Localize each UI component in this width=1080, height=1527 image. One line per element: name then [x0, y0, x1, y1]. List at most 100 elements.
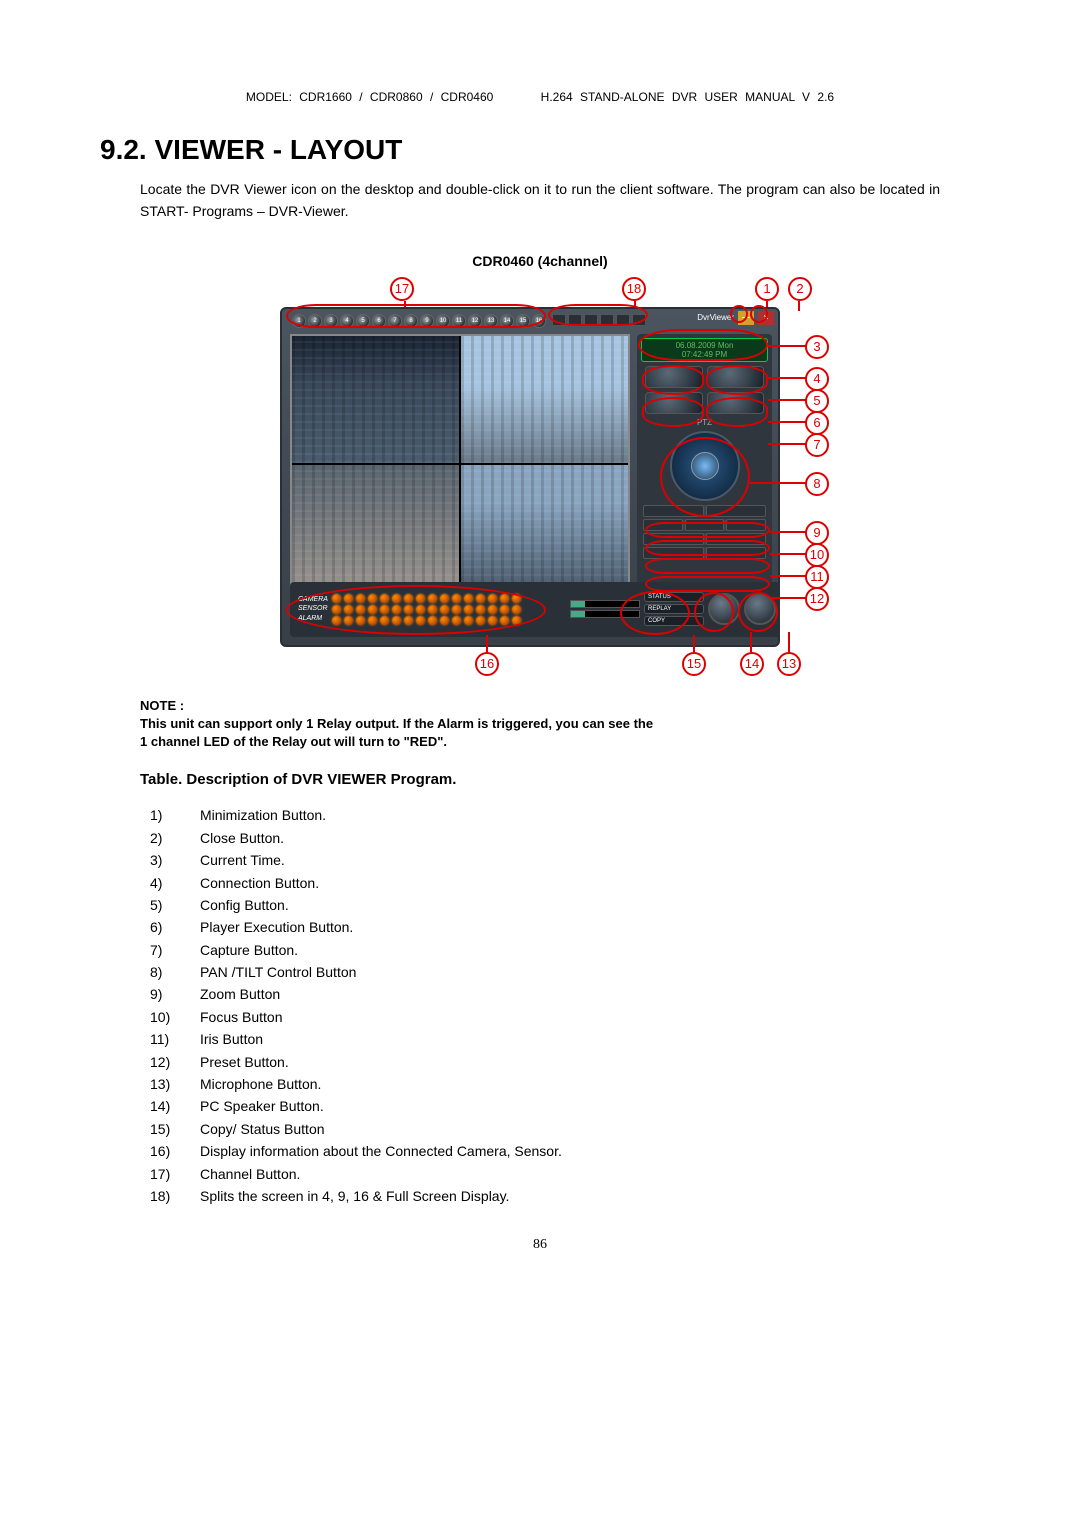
channel-button-5[interactable]: 5: [356, 314, 370, 328]
item-number: 14): [140, 1095, 200, 1117]
item-text: Microphone Button.: [200, 1073, 940, 1095]
iris-close-button[interactable]: [706, 533, 767, 545]
current-time-box: 06.08.2009 Mon 07:42:49 PM: [641, 338, 768, 362]
channel-button-8[interactable]: 8: [404, 314, 418, 328]
led-icon: [380, 605, 389, 614]
led-icon: [368, 594, 377, 603]
iris-open-button[interactable]: [643, 533, 704, 545]
led-icon: [332, 616, 341, 625]
channel-button-16[interactable]: 16: [532, 314, 546, 328]
status-buttons-column: STATUS REPLAY COPY: [644, 590, 704, 628]
led-icon: [464, 616, 473, 625]
window-titlebar: DvrViewer — ×: [697, 311, 774, 325]
led-icon: [356, 605, 365, 614]
item-number: 1): [140, 804, 200, 826]
focus-auto-button[interactable]: [726, 519, 766, 531]
channel-button-15[interactable]: 15: [516, 314, 530, 328]
focus-row: [643, 519, 766, 531]
led-icon: [416, 616, 425, 625]
description-list: 1)Minimization Button.2)Close Button.3)C…: [140, 804, 940, 1207]
player-button[interactable]: [645, 392, 703, 414]
copy-button[interactable]: COPY: [644, 616, 704, 626]
channel-button-4[interactable]: 4: [340, 314, 354, 328]
led-icon: [344, 605, 353, 614]
connection-button[interactable]: [645, 366, 703, 388]
preset-set-button[interactable]: [706, 547, 767, 559]
item-number: 18): [140, 1185, 200, 1207]
camera-view-1[interactable]: [292, 336, 459, 463]
camera-view-4[interactable]: [461, 465, 628, 592]
ptz-control-wheel[interactable]: [670, 431, 740, 501]
split-9-button[interactable]: [568, 314, 582, 326]
side-control-panel: 06.08.2009 Mon 07:42:49 PM PTZ: [637, 334, 772, 624]
focus-far-button[interactable]: [685, 519, 725, 531]
item-text: Iris Button: [200, 1028, 940, 1050]
channel-button-6[interactable]: 6: [372, 314, 386, 328]
callout-5: 5: [805, 389, 829, 413]
channel-button-7[interactable]: 7: [388, 314, 402, 328]
led-icon: [500, 605, 509, 614]
list-item: 3)Current Time.: [140, 849, 940, 871]
split-extra2-button[interactable]: [632, 314, 646, 326]
item-text: Close Button.: [200, 827, 940, 849]
item-text: PC Speaker Button.: [200, 1095, 940, 1117]
bottom-status-panel: CAMERA SENSOR ALARM STATUS REPLAY COPY: [290, 582, 780, 637]
channel-button-9[interactable]: 9: [420, 314, 434, 328]
line-1: [766, 301, 768, 307]
channel-button-3[interactable]: 3: [324, 314, 338, 328]
led-icon: [512, 616, 521, 625]
focus-near-button[interactable]: [643, 519, 683, 531]
led-icon: [428, 605, 437, 614]
item-text: Current Time.: [200, 849, 940, 871]
led-icon: [488, 616, 497, 625]
channel-button-2[interactable]: 2: [308, 314, 322, 328]
channel-button-11[interactable]: 11: [452, 314, 466, 328]
preset-move-button[interactable]: [643, 547, 704, 559]
callout-13: 13: [777, 652, 801, 676]
channel-button-13[interactable]: 13: [484, 314, 498, 328]
config-button[interactable]: [707, 366, 765, 388]
screenshot-area: 12345678910111213141516 DvrViewer — ×: [250, 277, 830, 677]
callout-9: 9: [805, 521, 829, 545]
item-number: 16): [140, 1140, 200, 1162]
ptz-center-button[interactable]: [691, 452, 719, 480]
led-icon: [464, 605, 473, 614]
microphone-button[interactable]: [744, 593, 776, 625]
minimize-button[interactable]: —: [738, 311, 754, 325]
time-text: 07:42:49 PM: [646, 350, 763, 359]
item-number: 11): [140, 1028, 200, 1050]
zoom-out-button[interactable]: [706, 505, 767, 517]
split-extra1-button[interactable]: [616, 314, 630, 326]
led-icon: [488, 605, 497, 614]
led-icon: [464, 594, 473, 603]
channel-button-14[interactable]: 14: [500, 314, 514, 328]
led-icon: [368, 605, 377, 614]
split-button-row: [552, 314, 646, 326]
close-button[interactable]: ×: [758, 311, 774, 325]
zoom-in-button[interactable]: [643, 505, 704, 517]
line-13: [788, 632, 790, 652]
channel-button-10[interactable]: 10: [436, 314, 450, 328]
led-icon: [428, 594, 437, 603]
replay-button[interactable]: REPLAY: [644, 604, 704, 614]
item-number: 8): [140, 961, 200, 983]
camera-view-2[interactable]: [461, 336, 628, 463]
note-block: NOTE : This unit can support only 1 Rela…: [140, 697, 940, 752]
channel-button-12[interactable]: 12: [468, 314, 482, 328]
status-button[interactable]: STATUS: [644, 592, 704, 602]
split-16-button[interactable]: [584, 314, 598, 326]
header-line: MODEL: CDR1660 / CDR0860 / CDR0460 H.264…: [140, 90, 940, 104]
capture-button[interactable]: [707, 392, 765, 414]
camera-view-3[interactable]: [292, 465, 459, 592]
section-title: 9.2. VIEWER - LAYOUT: [100, 134, 940, 166]
item-number: 9): [140, 983, 200, 1005]
status-labels: CAMERA SENSOR ALARM: [294, 595, 328, 624]
led-grid: [332, 594, 566, 625]
split-full-button[interactable]: [600, 314, 614, 326]
item-text: PAN /TILT Control Button: [200, 961, 940, 983]
split-4-button[interactable]: [552, 314, 566, 326]
channel-button-1[interactable]: 1: [292, 314, 306, 328]
list-item: 5)Config Button.: [140, 894, 940, 916]
speaker-button[interactable]: [708, 593, 740, 625]
alarm-label: ALARM: [298, 614, 328, 624]
